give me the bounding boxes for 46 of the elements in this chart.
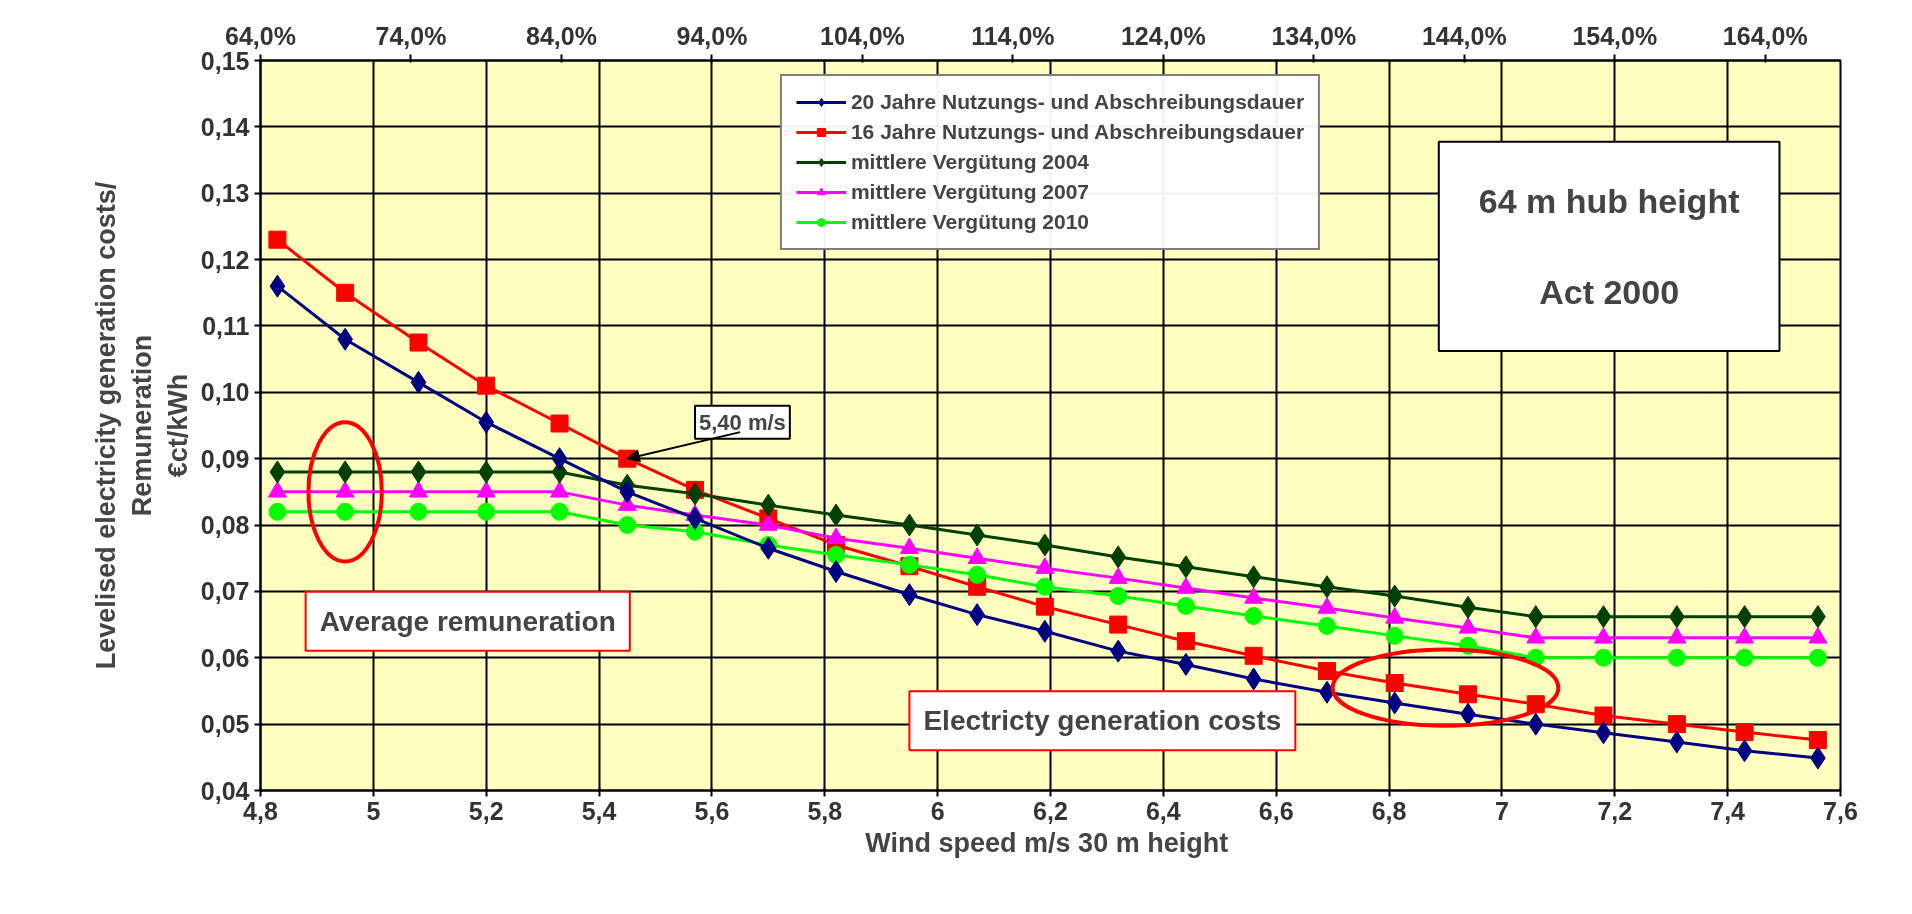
y-tick-label: 0,12 [200, 245, 250, 274]
y-tick-label: 0,08 [200, 511, 250, 540]
x-axis-title: Wind speed m/s 30 m height [865, 827, 1229, 858]
x2-tick-label: 124,0% [1120, 21, 1206, 50]
y-tick-label: 0,11 [202, 311, 250, 340]
annotation: Average remuneration [319, 605, 616, 637]
annotation: 64 m hub height [1478, 181, 1740, 220]
x2-tick-label: 94,0% [676, 21, 748, 50]
x2-tick-label: 114,0% [971, 21, 1055, 50]
x2-tick-label: 104,0% [820, 21, 905, 50]
legend-label: 16 Jahre Nutzungs- und Abschreibungsdauer [850, 120, 1305, 144]
x-tick-label: 6,8 [1371, 796, 1407, 825]
y-axis-title: Levelised electricity generation costs/ Remuneration €ct/kWh [90, 181, 193, 670]
annotation: 5,40 m/s [699, 409, 786, 435]
x-tick-label: 6,2 [1033, 796, 1068, 825]
y-tick-label: 0,14 [200, 112, 250, 141]
x2-tick-label: 154,0% [1572, 21, 1658, 50]
x-tick-label: 7,6 [1823, 796, 1858, 825]
y-tick-label: 0,09 [200, 444, 250, 473]
x-tick-label: 5,2 [468, 796, 504, 825]
legend-label: 20 Jahre Nutzungs- und Abschreibungsdauer [850, 90, 1305, 114]
y-tick-label: 0,07 [200, 577, 250, 606]
x-tick-label: 6,6 [1258, 796, 1294, 825]
legend-label: mittlere Vergütung 2007 [850, 180, 1090, 204]
y-tick-label: 0,06 [200, 643, 250, 672]
y-tick-label: 0,05 [200, 710, 250, 739]
x2-tick-label: 74,0% [375, 21, 447, 50]
x-tick-label: 6,4 [1145, 796, 1181, 825]
x-tick-label: 5,4 [581, 796, 617, 825]
y-tick-label: 0,13 [200, 179, 250, 208]
legend-label: mittlere Vergütung 2004 [850, 150, 1090, 174]
x-tick-label: 5 [366, 796, 381, 825]
x-tick-label: 7,4 [1710, 796, 1746, 825]
x-tick-label: 6 [930, 796, 945, 825]
x-tick-label: 5,8 [807, 796, 843, 825]
x2-tick-label: 84,0% [526, 21, 597, 50]
x2-tick-label: 134,0% [1271, 21, 1357, 50]
x2-tick-label: 144,0% [1421, 21, 1507, 50]
x-tick-label: 7,2 [1597, 796, 1633, 825]
y-tick-label: 0,10 [200, 378, 250, 407]
x2-tick-label: 164,0% [1722, 21, 1808, 50]
x-tick-label: 7 [1494, 796, 1509, 825]
x-tick-label: 5,6 [694, 796, 730, 825]
annotation: Act 2000 [1539, 272, 1680, 311]
legend-label: mittlere Vergütung 2010 [850, 210, 1090, 234]
annotation: Electricty generation costs [923, 705, 1282, 737]
